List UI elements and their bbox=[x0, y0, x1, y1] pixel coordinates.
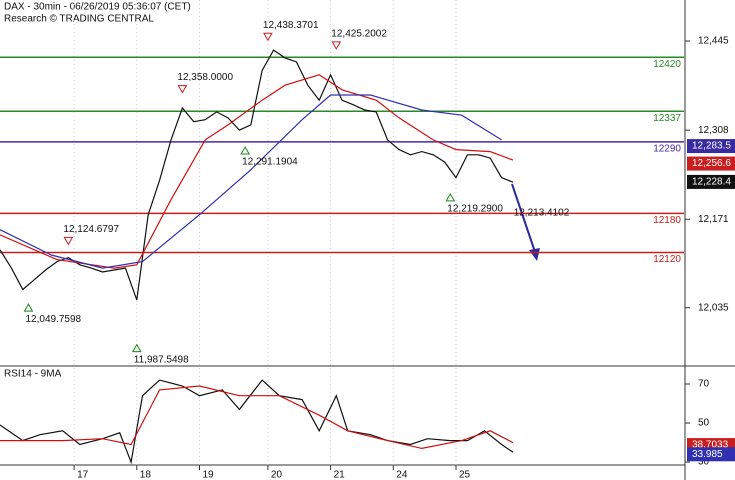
low-marker bbox=[240, 146, 250, 155]
last-value-tag bbox=[687, 174, 735, 189]
last-value-label: 38.7033 bbox=[692, 440, 729, 451]
high-marker bbox=[331, 41, 342, 50]
last-value-label: 33.985 bbox=[692, 449, 723, 460]
y-tick-label: 12,035 bbox=[698, 302, 729, 313]
last-value-tag bbox=[687, 156, 735, 171]
last-value-label: 12,256.6 bbox=[692, 158, 731, 169]
series-line bbox=[0, 385, 514, 450]
level-label: 12290 bbox=[653, 143, 681, 154]
low-marker bbox=[445, 192, 456, 202]
forecast-arrow-head bbox=[529, 248, 540, 261]
y-tick-label: 30 bbox=[698, 457, 710, 468]
low-label: 11,987.5498 bbox=[134, 354, 189, 365]
last-value-label: 12,228.4 bbox=[692, 177, 731, 188]
x-tick-label: 24 bbox=[396, 470, 408, 480]
low-label: 12,219.2900 bbox=[447, 203, 503, 214]
level-label: 12337 bbox=[653, 113, 681, 124]
series-line bbox=[0, 94, 502, 269]
last-value-tag bbox=[687, 447, 735, 462]
high-label: 12,438.3701 bbox=[263, 20, 319, 31]
last-value-label: 12,283.5 bbox=[692, 141, 731, 152]
x-tick-label: 19 bbox=[203, 470, 215, 480]
chart-title: DAX - 30min - 06/26/2019 05:36:07 (CET) bbox=[4, 2, 191, 13]
low-marker bbox=[131, 343, 142, 353]
level-label: 12180 bbox=[653, 215, 681, 226]
y-tick-label: 70 bbox=[698, 379, 710, 390]
series-line bbox=[0, 74, 514, 269]
y-tick-label: 50 bbox=[698, 418, 710, 429]
chart-subtitle: Research © TRADING CENTRAL bbox=[4, 14, 154, 25]
low-label: 12,291.1904 bbox=[242, 157, 298, 168]
last-value-tag bbox=[687, 139, 735, 154]
target-label: 12,213.4102 bbox=[514, 207, 570, 218]
level-label: 12420 bbox=[653, 59, 681, 70]
high-label: 12,124.6797 bbox=[63, 224, 119, 235]
series-line bbox=[0, 49, 514, 301]
high-label: 12,425.2002 bbox=[331, 29, 387, 40]
high-marker bbox=[63, 236, 74, 246]
forecast-arrow bbox=[511, 183, 536, 253]
x-tick-label: 25 bbox=[459, 470, 471, 480]
low-marker bbox=[23, 303, 34, 312]
y-tick-label: 12,308 bbox=[698, 125, 729, 136]
high-marker bbox=[177, 85, 188, 94]
high-marker bbox=[263, 32, 273, 42]
high-label: 12,358.0000 bbox=[177, 72, 233, 83]
x-tick-label: 20 bbox=[271, 470, 283, 480]
x-tick-label: 21 bbox=[334, 470, 346, 480]
x-tick-label: 17 bbox=[77, 470, 89, 480]
y-tick-label: 12,445 bbox=[698, 36, 729, 47]
y-tick-label: 12,171 bbox=[698, 214, 729, 225]
low-label: 12,049.7598 bbox=[26, 314, 82, 325]
level-label: 12120 bbox=[653, 254, 681, 265]
rsi-title: RSI14 - 9MA bbox=[4, 369, 62, 380]
series-line bbox=[0, 379, 514, 465]
x-tick-label: 18 bbox=[140, 470, 152, 480]
